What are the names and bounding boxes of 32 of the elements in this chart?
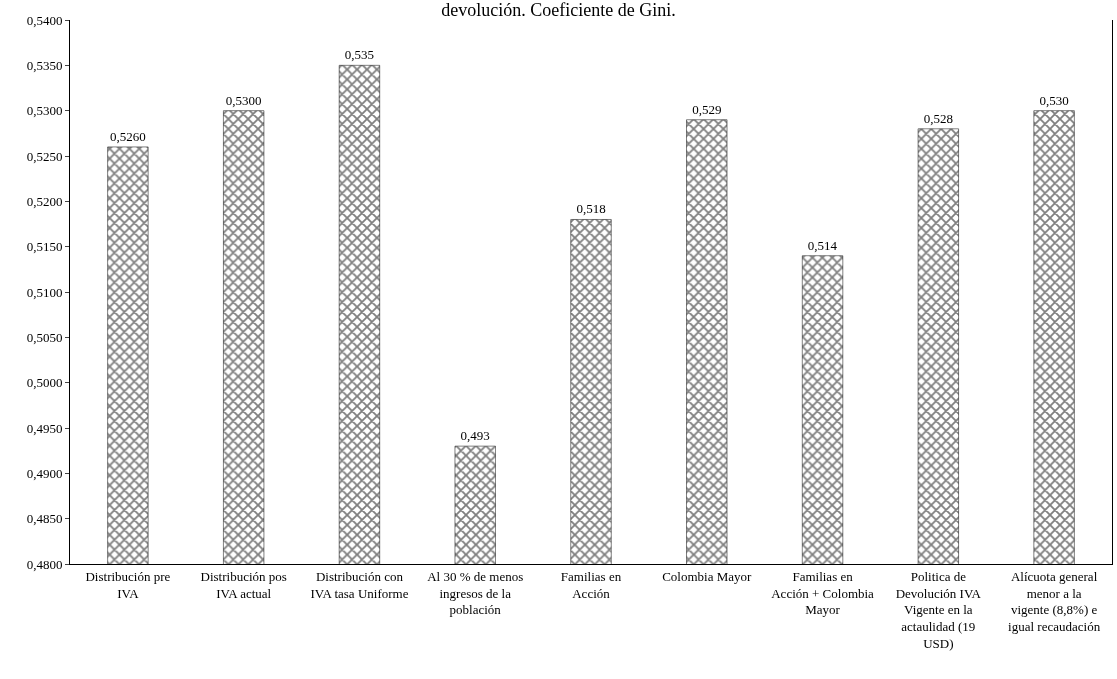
x-tick-label: Familias en Acción + Colombia Mayor: [771, 568, 875, 618]
x-tick-label: Politica de Devolución IVA Vigente en la actaulidad (19 USD): [895, 568, 982, 652]
y-tick-label: 0,4950: [26, 420, 63, 436]
y-tick-label: 0,5000: [26, 375, 63, 391]
data-label: 0,535: [344, 47, 375, 63]
y-tick-label: 0,5100: [26, 284, 63, 300]
y-tick-label: 0,5250: [26, 148, 63, 164]
x-tick-label: Distribución pos IVA actual: [200, 568, 287, 601]
y-tick-label: 0,5350: [26, 57, 63, 73]
y-tick-label: 0,5200: [26, 193, 63, 209]
y-tick-label: 0,4900: [26, 465, 63, 481]
y-tick-label: 0,4850: [26, 511, 63, 527]
data-label: 0,493: [460, 428, 490, 444]
x-tick-label: Al 30 % de menos ingresos de la población: [427, 568, 524, 618]
y-tick-label: 0,5300: [26, 103, 63, 119]
data-label: 0,5260: [110, 128, 146, 144]
x-tick-label: Alícuota general menor a la vigente (8,8%) e igual recaudación: [1008, 568, 1101, 635]
chart-title: devolución. Coeficiente de Gini.: [441, 0, 676, 20]
y-tick-label: 0,5400: [26, 12, 63, 28]
x-tick-label: Familias en Acción: [560, 568, 622, 601]
y-tick-label: 0,4800: [26, 556, 63, 572]
y-tick-label: 0,5150: [26, 239, 63, 255]
y-tick-label: 0,5050: [26, 329, 63, 345]
x-tick-label: Distribución pre IVA: [85, 568, 171, 601]
data-label: 0,514: [807, 237, 838, 253]
data-label: 0,530: [1039, 92, 1069, 108]
data-label: 0,518: [576, 201, 606, 217]
x-tick-label: Distribución con IVA tasa Uniforme: [310, 568, 409, 601]
data-label: 0,5300: [225, 92, 262, 108]
x-tick-label: Colombia Mayor: [662, 568, 753, 584]
data-label: 0,528: [923, 110, 953, 126]
data-label: 0,529: [692, 101, 722, 117]
